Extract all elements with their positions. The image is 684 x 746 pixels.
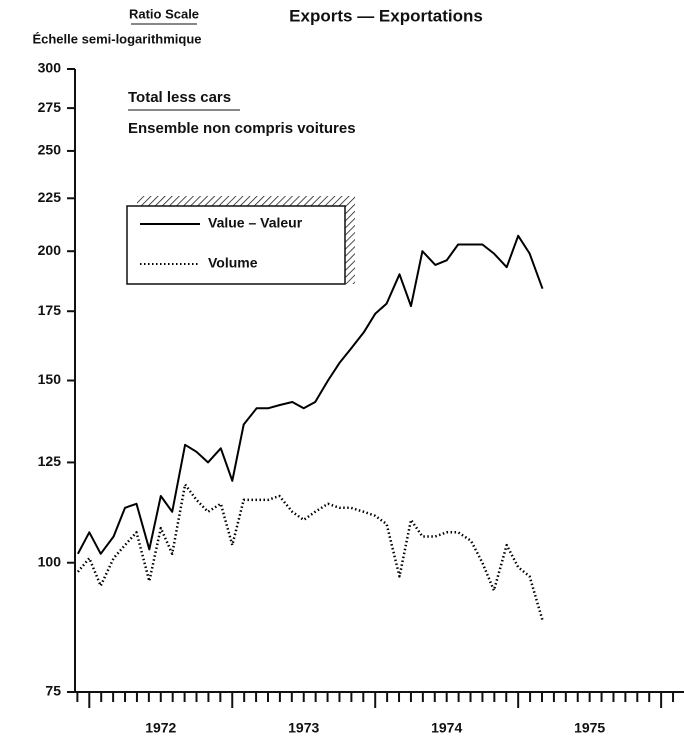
y-tick-label: 100 [38,553,62,569]
series-line [77,234,544,555]
y-tick-label: 125 [38,453,62,469]
y-tick-label: 150 [38,371,62,387]
legend-label: Value – Valeur [208,215,303,231]
x-tick-label: 1972 [145,720,176,736]
subtitle-fr: Ensemble non compris voitures [128,120,356,137]
legend [126,196,355,285]
y-tick-label: 250 [38,142,62,158]
legend-box [126,205,346,285]
subtitle: Total less cars [128,89,231,106]
y-label-fr: Échelle semi-logarithmique [32,31,201,46]
x-tick-label: 1973 [288,720,319,736]
chart-title: Exports — Exportations [289,6,483,25]
y-tick-label: 225 [38,189,62,205]
legend-label: Volume [208,255,258,271]
y-tick-label: 300 [38,60,62,76]
series-line [76,483,544,621]
y-tick-label: 75 [45,683,61,699]
y-tick-label: 200 [38,242,62,258]
x-tick-label: 1974 [431,720,462,736]
x-tick-label: 1975 [574,720,605,736]
y-label: Ratio Scale [129,6,199,21]
y-tick-label: 275 [38,99,62,115]
y-tick-label: 175 [38,302,62,318]
